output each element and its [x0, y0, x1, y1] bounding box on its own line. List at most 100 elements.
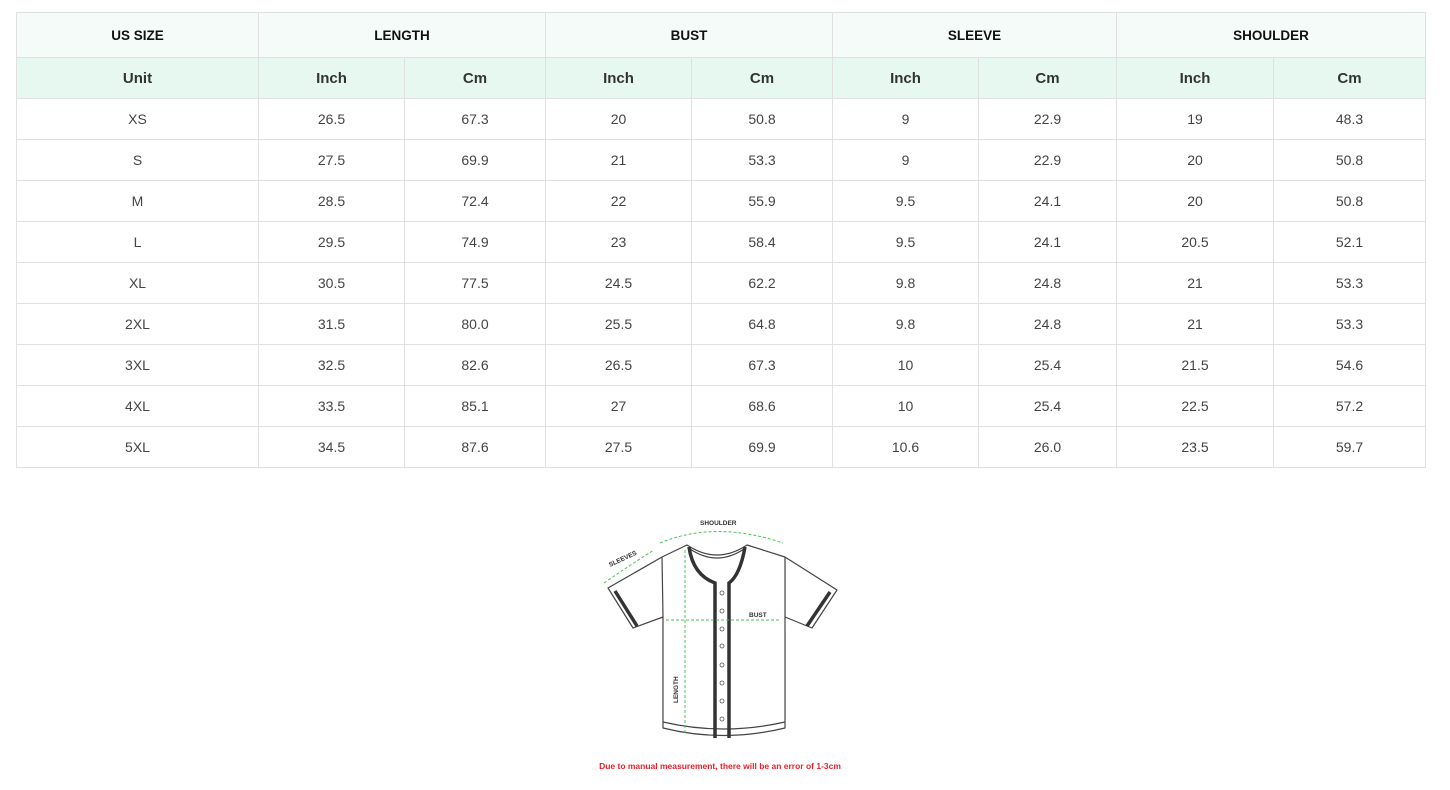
value-cell: 48.3 [1272, 98, 1427, 140]
table-row: 5XL 34.5 87.6 27.5 69.9 10.6 26.0 23.5 59.7 [16, 426, 1427, 468]
table-row: XS 26.5 67.3 20 50.8 9 22.9 19 48.3 [16, 98, 1427, 140]
header-length: LENGTH [258, 12, 546, 58]
header-us-size: US SIZE [16, 12, 259, 58]
unit-cm: Cm [1272, 57, 1427, 99]
value-cell: 80.0 [404, 303, 546, 345]
size-cell: XL [16, 262, 259, 304]
table-row: M 28.5 72.4 22 55.9 9.5 24.1 20 50.8 [16, 180, 1427, 222]
value-cell: 50.8 [691, 98, 833, 140]
table-row: 3XL 32.5 82.6 26.5 67.3 10 25.4 21.5 54.6 [16, 344, 1427, 386]
value-cell: 32.5 [258, 344, 405, 386]
value-cell: 50.8 [1272, 139, 1427, 181]
table-row: XL 30.5 77.5 24.5 62.2 9.8 24.8 21 53.3 [16, 262, 1427, 304]
value-cell: 53.3 [1272, 262, 1427, 304]
value-cell: 20 [545, 98, 692, 140]
value-cell: 21 [1116, 262, 1274, 304]
header-sleeve: SLEEVE [832, 12, 1117, 58]
value-cell: 21 [1116, 303, 1274, 345]
value-cell: 9 [832, 98, 979, 140]
value-cell: 24.5 [545, 262, 692, 304]
value-cell: 85.1 [404, 385, 546, 427]
value-cell: 69.9 [404, 139, 546, 181]
value-cell: 72.4 [404, 180, 546, 222]
value-cell: 34.5 [258, 426, 405, 468]
size-cell: 4XL [16, 385, 259, 427]
sleeves-label: SLEEVES [608, 550, 639, 569]
table-row: S 27.5 69.9 21 53.3 9 22.9 20 50.8 [16, 139, 1427, 181]
header-shoulder: SHOULDER [1115, 12, 1427, 58]
value-cell: 74.9 [404, 221, 546, 263]
value-cell: 64.8 [691, 303, 833, 345]
value-cell: 52.1 [1272, 221, 1427, 263]
value-cell: 24.1 [978, 221, 1117, 263]
value-cell: 28.5 [258, 180, 405, 222]
value-cell: 9.5 [832, 180, 979, 222]
value-cell: 23 [545, 221, 692, 263]
header-bust: BUST [545, 12, 833, 58]
unit-inch: Inch [545, 57, 692, 99]
value-cell: 20 [1116, 180, 1274, 222]
shirt-measurement-diagram: SHOULDER SLEEVES BUST LENGTH [603, 520, 838, 738]
value-cell: 10 [832, 385, 979, 427]
unit-inch: Inch [1116, 57, 1274, 99]
sleeves-measure-line [603, 549, 655, 584]
table-row: 2XL 31.5 80.0 25.5 64.8 9.8 24.8 21 53.3 [16, 303, 1427, 345]
value-cell: 87.6 [404, 426, 546, 468]
size-cell: S [16, 139, 259, 181]
value-cell: 21 [545, 139, 692, 181]
shoulder-label: SHOULDER [700, 520, 737, 527]
size-cell: 3XL [16, 344, 259, 386]
unit-header-row: Unit Inch Cm Inch Cm Inch Cm Inch Cm [16, 57, 1427, 99]
unit-label: Unit [16, 57, 259, 99]
value-cell: 24.8 [978, 303, 1117, 345]
value-cell: 20.5 [1116, 221, 1274, 263]
value-cell: 30.5 [258, 262, 405, 304]
value-cell: 67.3 [691, 344, 833, 386]
value-cell: 27.5 [258, 139, 405, 181]
value-cell: 20 [1116, 139, 1274, 181]
value-cell: 21.5 [1116, 344, 1274, 386]
shoulder-measure-line [659, 531, 784, 544]
value-cell: 55.9 [691, 180, 833, 222]
value-cell: 10 [832, 344, 979, 386]
value-cell: 22.9 [978, 98, 1117, 140]
measurement-error-note: Due to manual measurement, there will be… [599, 761, 841, 771]
value-cell: 77.5 [404, 262, 546, 304]
value-cell: 24.8 [978, 262, 1117, 304]
value-cell: 23.5 [1116, 426, 1274, 468]
value-cell: 59.7 [1272, 426, 1427, 468]
value-cell: 22.5 [1116, 385, 1274, 427]
value-cell: 25.4 [978, 344, 1117, 386]
value-cell: 9.8 [832, 303, 979, 345]
value-cell: 54.6 [1272, 344, 1427, 386]
value-cell: 57.2 [1272, 385, 1427, 427]
value-cell: 9 [832, 139, 979, 181]
value-cell: 19 [1116, 98, 1274, 140]
unit-cm: Cm [404, 57, 546, 99]
value-cell: 31.5 [258, 303, 405, 345]
value-cell: 53.3 [1272, 303, 1427, 345]
value-cell: 69.9 [691, 426, 833, 468]
bust-label: BUST [749, 612, 767, 619]
value-cell: 67.3 [404, 98, 546, 140]
size-cell: XS [16, 98, 259, 140]
value-cell: 50.8 [1272, 180, 1427, 222]
length-label: LENGTH [673, 676, 680, 703]
value-cell: 58.4 [691, 221, 833, 263]
value-cell: 29.5 [258, 221, 405, 263]
value-cell: 22 [545, 180, 692, 222]
value-cell: 26.5 [545, 344, 692, 386]
value-cell: 25.4 [978, 385, 1117, 427]
value-cell: 22.9 [978, 139, 1117, 181]
value-cell: 9.8 [832, 262, 979, 304]
value-cell: 62.2 [691, 262, 833, 304]
value-cell: 25.5 [545, 303, 692, 345]
size-cell: M [16, 180, 259, 222]
value-cell: 53.3 [691, 139, 833, 181]
value-cell: 82.6 [404, 344, 546, 386]
unit-inch: Inch [258, 57, 405, 99]
unit-inch: Inch [832, 57, 979, 99]
size-cell: L [16, 221, 259, 263]
value-cell: 9.5 [832, 221, 979, 263]
value-cell: 26.0 [978, 426, 1117, 468]
